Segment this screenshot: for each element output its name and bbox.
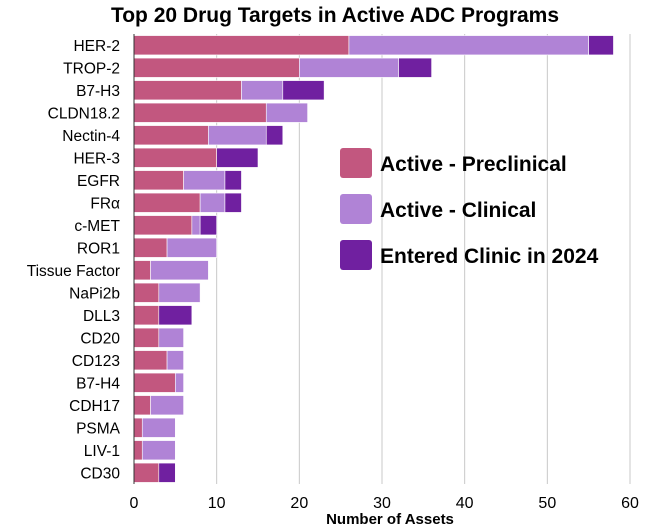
category-label: EGFR <box>77 173 120 190</box>
bar-segment <box>133 462 160 483</box>
x-tick-label: 20 <box>290 495 308 512</box>
bar-segment <box>150 260 209 281</box>
legend-swatch <box>340 148 372 178</box>
bar-segment <box>158 327 184 348</box>
category-label: CDH17 <box>69 398 120 415</box>
bar-segment <box>348 35 589 56</box>
bar-segment <box>133 102 267 123</box>
bar-segment <box>166 350 184 371</box>
x-tick-label: 50 <box>538 495 556 512</box>
category-label: HER-3 <box>73 150 120 167</box>
x-tick-label: 60 <box>621 495 639 512</box>
bar-segment <box>241 80 284 101</box>
bar-segment <box>133 440 143 461</box>
bar-segment <box>183 170 226 191</box>
category-label: LIV-1 <box>84 443 120 460</box>
x-axis-title: Number of Assets <box>326 511 454 528</box>
bar-segment <box>398 57 432 78</box>
bar-segment <box>158 282 201 303</box>
legend-label: Active - Clinical <box>380 199 536 222</box>
category-label: TROP-2 <box>63 60 120 77</box>
x-tick-label: 30 <box>373 495 391 512</box>
bar-segment <box>265 125 284 146</box>
bar-segment <box>166 237 217 258</box>
bars <box>133 35 614 483</box>
legend: Active - Preclinical Active - Clinical Ent… <box>340 148 599 270</box>
bar-segment <box>158 305 193 326</box>
category-label: CLDN18.2 <box>48 105 120 122</box>
bar-segment <box>224 170 242 191</box>
bar-segment <box>133 80 242 101</box>
bar-segment <box>133 417 143 438</box>
bar-segment <box>191 215 201 236</box>
bar-segment <box>299 57 399 78</box>
category-label: CD30 <box>80 465 120 482</box>
bar-segment <box>224 192 242 213</box>
bar-segment <box>133 125 209 146</box>
bar-segment <box>133 305 160 326</box>
category-label: CD123 <box>72 353 120 370</box>
category-label: ROR1 <box>77 240 120 257</box>
x-tick-label: 0 <box>130 495 139 512</box>
category-label: Nectin-4 <box>62 128 120 145</box>
bar-segment <box>133 260 151 281</box>
x-tick-labels: 0 10 20 30 40 50 60 <box>130 495 639 512</box>
category-label: CD20 <box>80 330 120 347</box>
category-label: B7-H4 <box>76 375 120 392</box>
category-label: DLL3 <box>83 308 120 325</box>
bar-segment <box>133 57 300 78</box>
x-tick-label: 10 <box>208 495 226 512</box>
category-label: FRα <box>90 195 120 212</box>
bar-segment <box>133 350 168 371</box>
bar-segment <box>141 417 176 438</box>
category-label: B7-H3 <box>76 83 120 100</box>
bar-segment <box>282 80 325 101</box>
bar-segment <box>158 462 176 483</box>
chart-title: Top 20 Drug Targets in Active ADC Progra… <box>111 4 559 27</box>
bar-segment <box>150 395 184 416</box>
bar-segment <box>216 147 259 168</box>
bar-segment <box>133 170 184 191</box>
bar-segment <box>133 192 201 213</box>
bar-segment <box>133 147 217 168</box>
category-label: PSMA <box>76 420 121 437</box>
legend-label: Entered Clinic in 2024 <box>380 245 599 268</box>
legend-swatch <box>340 194 372 224</box>
legend-swatch <box>340 240 372 270</box>
category-label: c-MET <box>74 218 120 235</box>
bar-segment <box>133 282 160 303</box>
category-labels: HER-2 TROP-2 B7-H3 CLDN18.2 Nectin-4 HER-3 EGF… <box>27 38 121 483</box>
bar-segment <box>199 215 217 236</box>
bar-segment <box>208 125 267 146</box>
bar-segment <box>175 372 184 393</box>
bar-segment <box>199 192 226 213</box>
category-label: HER-2 <box>73 38 120 55</box>
category-label: NaPi2b <box>69 285 120 302</box>
bar-segment <box>133 395 151 416</box>
legend-label: Active - Preclinical <box>380 153 567 176</box>
bar-segment <box>133 327 160 348</box>
bar-segment <box>588 35 614 56</box>
x-tick-label: 40 <box>456 495 474 512</box>
bar-segment <box>265 102 308 123</box>
bar-segment <box>133 372 176 393</box>
bar-segment <box>133 215 193 236</box>
bar-segment <box>133 35 350 56</box>
category-label: Tissue Factor <box>27 263 120 280</box>
bar-segment <box>133 237 168 258</box>
bar-segment <box>141 440 176 461</box>
